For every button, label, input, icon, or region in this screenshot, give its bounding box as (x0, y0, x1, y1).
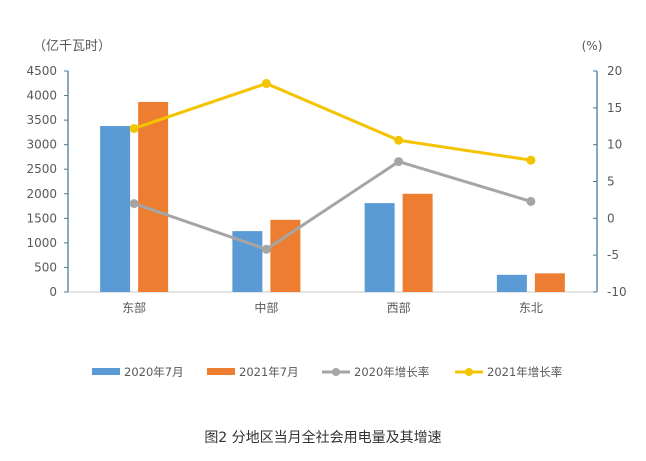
bar-2020年7月 (364, 203, 395, 292)
left-tick-label: 2500 (26, 162, 57, 176)
left-tick-label: 1000 (26, 236, 57, 250)
category-label: 西部 (387, 300, 411, 315)
right-tick-label: -10 (607, 285, 627, 299)
left-axis-label: （亿千瓦时） (33, 39, 111, 54)
chart-title: 图2 分地区当月全社会用电量及其增速 (204, 429, 441, 446)
point-2020年增长率 (261, 244, 271, 254)
legend-swatch-marker (465, 368, 473, 376)
right-tick-label: 0 (607, 211, 615, 225)
bar-2020年7月 (100, 126, 131, 292)
right-tick-label: -5 (607, 248, 619, 262)
bar-2020年7月 (496, 274, 527, 292)
point-2021年增长率 (129, 123, 139, 133)
right-axis-label: (%) (582, 39, 603, 53)
left-tick-label: 4000 (26, 89, 57, 103)
point-2021年增长率 (261, 79, 271, 89)
right-tick-label: 10 (607, 138, 622, 152)
legend-label: 2020年增长率 (354, 365, 429, 379)
legend-swatch (207, 368, 235, 375)
legend-swatch (92, 368, 120, 375)
line-2021年增长率 (133, 82, 532, 162)
bar-2021年7月 (138, 101, 169, 292)
legend-label: 2021年7月 (239, 365, 299, 379)
left-tick-label: 500 (34, 260, 57, 274)
point-2020年增长率 (129, 199, 139, 209)
point-2020年增长率 (526, 196, 536, 206)
bar-2021年7月 (402, 193, 433, 292)
point-2020年增长率 (394, 157, 404, 167)
category-label: 中部 (254, 300, 278, 315)
left-tick-label: 3000 (26, 138, 57, 152)
left-tick-label: 4500 (26, 64, 57, 78)
left-tick-label: 1500 (26, 211, 57, 225)
legend-label: 2021年增长率 (487, 365, 562, 379)
category-label: 东北 (519, 301, 543, 315)
category-label: 东部 (122, 300, 146, 315)
left-tick-label: 2000 (26, 187, 57, 201)
legend-swatch-marker (332, 368, 340, 376)
right-tick-label: 5 (607, 175, 615, 189)
line-2020年增长率 (133, 160, 532, 251)
left-tick-label: 3500 (26, 113, 57, 127)
point-2021年增长率 (526, 155, 536, 165)
legend-label: 2020年7月 (124, 365, 184, 379)
right-tick-label: 15 (607, 101, 622, 115)
point-2021年增长率 (394, 135, 404, 145)
left-tick-label: 0 (49, 285, 57, 299)
bar-2021年7月 (534, 273, 565, 292)
right-tick-label: 20 (607, 64, 622, 78)
